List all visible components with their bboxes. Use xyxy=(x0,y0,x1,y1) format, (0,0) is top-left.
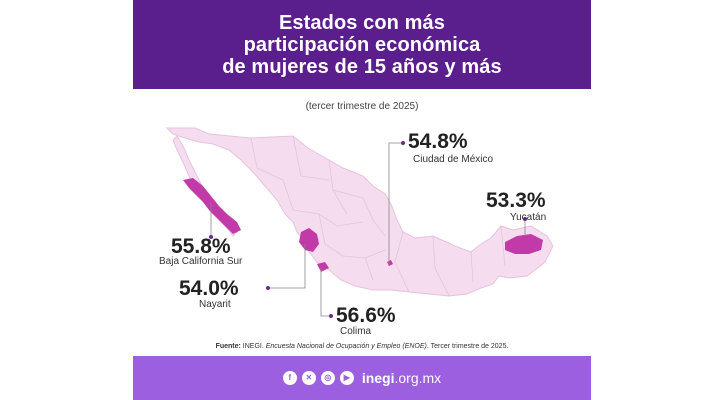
source-org: INEGI. xyxy=(240,343,266,350)
cdmx-value: 54.8% xyxy=(408,130,468,153)
period-subtitle: (tercer trimestre de 2025) xyxy=(305,101,419,112)
baja-california-peninsula xyxy=(172,135,238,237)
facebook-icon[interactable]: f xyxy=(282,371,297,385)
bcs-label: Baja California Sur xyxy=(159,256,243,267)
colima-label: Colima xyxy=(340,326,372,337)
leader-dots xyxy=(209,141,527,318)
footer-bar: f ✕ ◎ ▶ inegi.org.mx xyxy=(133,356,591,400)
source-note: Fuente: INEGI. Encuesta Nacional de Ocup… xyxy=(133,343,591,350)
state-shape-cdmx xyxy=(387,260,393,266)
state-shape-yucatan xyxy=(505,234,543,254)
leader-lines xyxy=(210,142,526,317)
mexico-mainland xyxy=(165,127,554,297)
infographic-card: Estados con más participación económica … xyxy=(133,0,591,400)
nayarit-label: Nayarit xyxy=(199,299,231,310)
instagram-icon[interactable]: ◎ xyxy=(320,371,335,385)
title-line-3: de mujeres de 15 años y más xyxy=(222,55,502,78)
state-shape-nayarit xyxy=(299,228,319,252)
bcs-value: 55.8% xyxy=(171,235,231,258)
state-shape-bcs xyxy=(183,178,241,234)
website-link[interactable]: inegi.org.mx xyxy=(362,370,441,386)
source-survey: Encuesta Nacional de Ocupación y Empleo … xyxy=(265,343,427,350)
colima-value: 56.6% xyxy=(336,304,396,327)
title-line-2: participación económica xyxy=(243,33,481,56)
state-shape-colima xyxy=(317,262,329,272)
youtube-icon[interactable]: ▶ xyxy=(339,371,354,385)
site-bold: inegi xyxy=(361,370,395,386)
site-rest: .org.mx xyxy=(394,370,442,386)
title-banner: Estados con más participación económica … xyxy=(133,0,591,89)
mexico-map xyxy=(165,127,554,318)
x-icon[interactable]: ✕ xyxy=(301,371,316,385)
state-borders xyxy=(250,135,506,297)
cdmx-label: Ciudad de México xyxy=(413,154,494,165)
title-line-1: Estados con más xyxy=(278,11,445,34)
yucatan-value: 53.3% xyxy=(486,189,546,212)
nayarit-value: 54.0% xyxy=(179,277,239,300)
source-label: Fuente: xyxy=(215,343,241,350)
yucatan-label: Yucatán xyxy=(510,212,547,223)
source-period: . Tercer trimestre de 2025. xyxy=(426,343,509,350)
